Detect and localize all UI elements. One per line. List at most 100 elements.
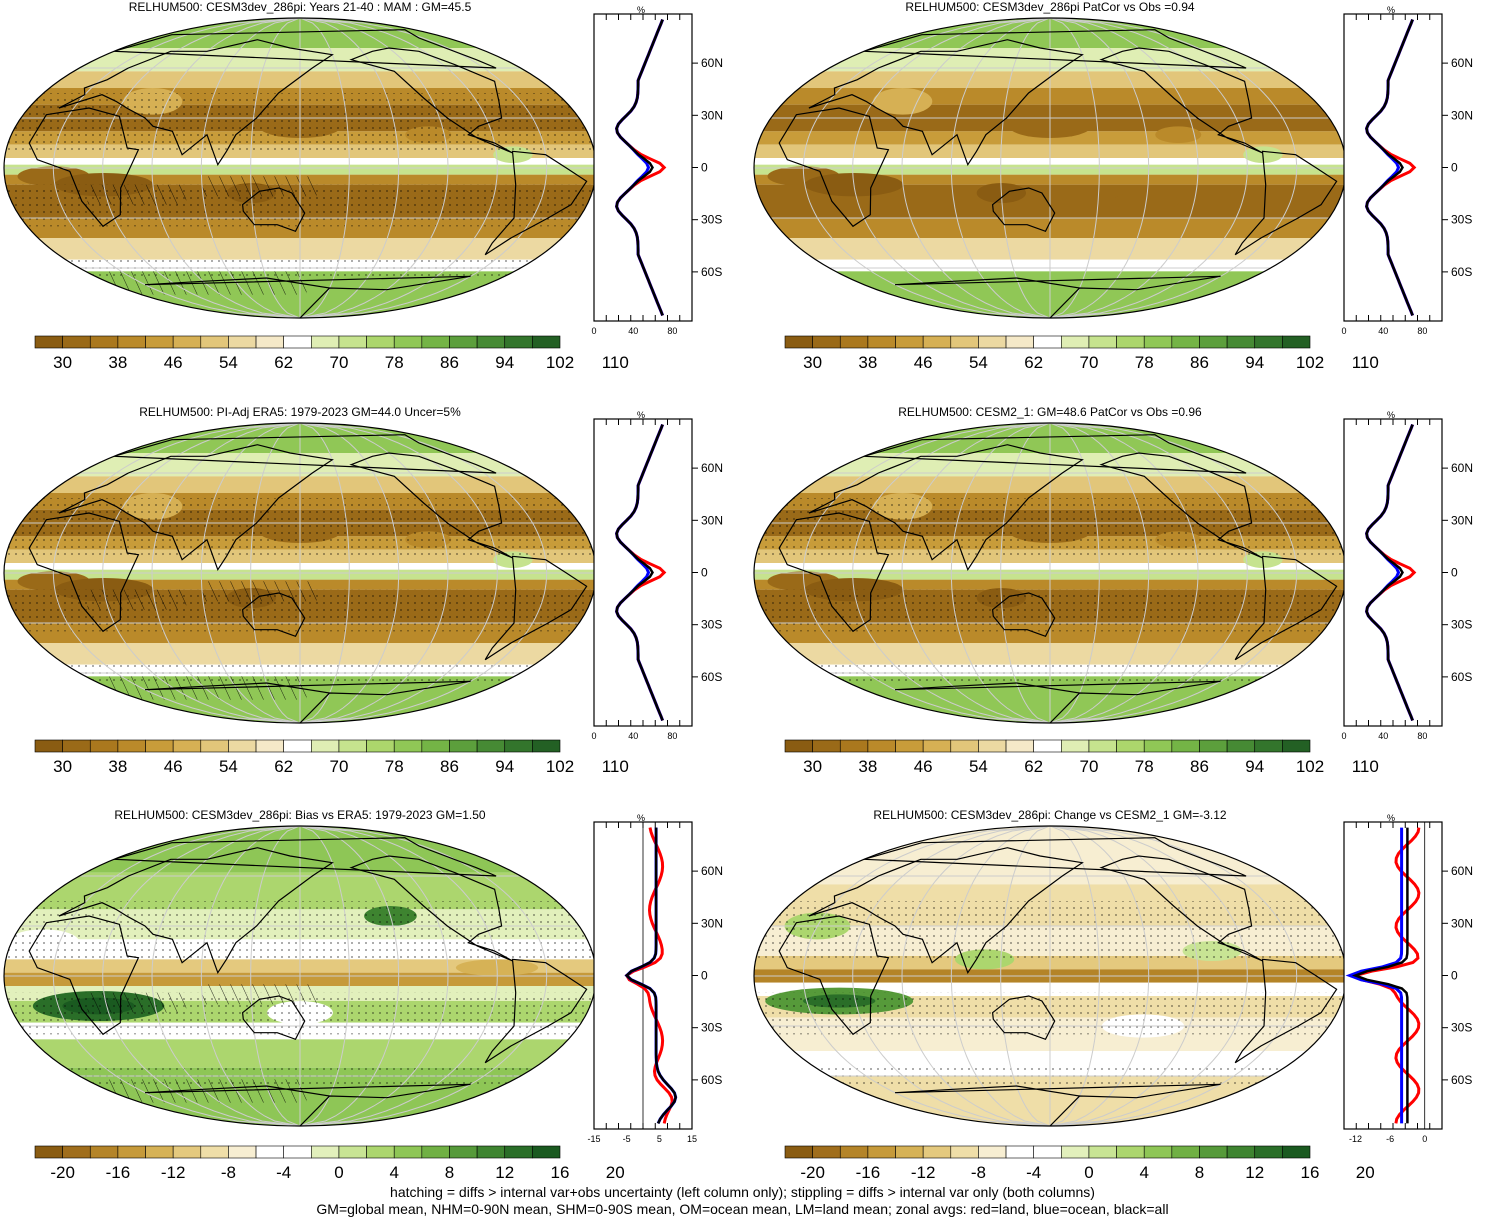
graticule-longitude (901, 826, 1051, 1126)
coastline (58, 847, 334, 975)
colorbar-label: 30 (53, 353, 72, 372)
colorbar-box (784, 335, 813, 349)
colorbar-box (283, 335, 312, 349)
graticule-longitude (1049, 18, 1100, 318)
zonal-plot-2: % 60N 30N 0 30S 60S 0 40 80 (1341, 5, 1473, 336)
colorbar-box (895, 739, 924, 753)
graticule-longitude (852, 423, 1051, 723)
colorbar-box (62, 739, 91, 753)
panel-title: RELHUM500: PI-Adj ERA5: 1979-2023 GM=44.… (139, 405, 461, 419)
colorbar-label: -12 (911, 1163, 936, 1182)
colorbar-label: 94 (495, 757, 514, 776)
colorbar-box (867, 1145, 896, 1159)
coastline (991, 187, 1056, 233)
zonal-lat-label: 30S (1451, 213, 1472, 227)
zonal-lat-label: 30S (1451, 618, 1472, 632)
graticule-longitude (1049, 423, 1100, 723)
footer-note-2: GM=global mean, NHM=0-90N mean, SHM=0-90… (316, 1201, 1169, 1217)
coastline (349, 452, 513, 559)
hatching (87, 184, 187, 205)
zonal-lat-label: 60S (1451, 1073, 1472, 1087)
colorbar-box (784, 1145, 813, 1159)
colorbar-label: 86 (1190, 353, 1209, 372)
colorbar-label: -16 (856, 1163, 881, 1182)
graticule-longitude (299, 18, 400, 318)
colorbar-label: 38 (858, 757, 877, 776)
colorbar-box (978, 335, 1007, 349)
graticule-longitude (1049, 826, 1248, 1126)
colorbar-label: 70 (1079, 757, 1098, 776)
map-2 (753, 17, 1347, 319)
graticule-longitude (1049, 423, 1150, 723)
colorbar-6: -20 -16 -12 -8 -4 0 4 8 12 16 20 (784, 1145, 1375, 1182)
colorbar-label: 12 (1245, 1163, 1264, 1182)
graticule-longitude (52, 423, 301, 723)
graticule-longitude (200, 18, 301, 318)
colorbar-label: 94 (1245, 757, 1264, 776)
hatching (201, 581, 317, 602)
zonal-lat-label: 60N (1451, 864, 1473, 878)
colorbar-1: 30 38 46 54 62 70 78 86 94 102 110 (34, 335, 629, 372)
colorbar-label: 54 (219, 353, 238, 372)
colorbar-label: 78 (1135, 757, 1154, 776)
colorbar-box (338, 1145, 367, 1159)
graticule-longitude (299, 423, 350, 723)
zonal-x-label: -15 (587, 1134, 600, 1144)
colorbar-box (839, 739, 869, 753)
colorbar-box (1226, 335, 1256, 349)
colorbar-label: 20 (606, 1163, 625, 1182)
graticule-longitude (52, 826, 301, 1126)
colorbar-box (978, 1145, 1007, 1159)
graticule-longitude (299, 826, 449, 1126)
graticule-longitude (802, 826, 1051, 1126)
coastline (991, 995, 1056, 1041)
zonal-x-label: 0 (1341, 731, 1346, 741)
colorbar-box (1282, 335, 1311, 349)
zonal-lat-label: 30N (701, 513, 723, 527)
zonal-line-all (1351, 827, 1409, 1124)
zonal-lat-label: 0 (1451, 161, 1458, 175)
colorbar-box (1088, 335, 1117, 349)
colorbar-label: -20 (50, 1163, 75, 1182)
colorbar-box (34, 335, 63, 349)
colorbar-label: 54 (969, 353, 988, 372)
graticule-longitude (200, 826, 301, 1126)
graticule-longitude (299, 826, 498, 1126)
colorbar-box (950, 335, 979, 349)
colorbar-label: 86 (1190, 757, 1209, 776)
colorbar-box (228, 739, 257, 753)
colorbar-label: 38 (108, 757, 127, 776)
coastline (58, 39, 334, 167)
colorbar-label: 54 (219, 757, 238, 776)
colorbar-label: 78 (385, 757, 404, 776)
panel-title: RELHUM500: CESM3dev_286pi: Change vs CES… (873, 808, 1227, 822)
graticule-longitude (1049, 18, 1199, 318)
zonal-lat-label: 30N (1451, 513, 1473, 527)
colorbar-box (1199, 335, 1228, 349)
footer-note-1: hatching = diffs > internal var+obs unce… (390, 1184, 1095, 1200)
zonal-lat-label: 30S (1451, 1021, 1472, 1035)
zonal-lat-label: 30N (701, 916, 723, 930)
zonal-lat-label: 0 (701, 566, 708, 580)
zonal-lat-label: 30S (701, 618, 722, 632)
colorbar-box (366, 1145, 395, 1159)
colorbar-label: 0 (334, 1163, 343, 1182)
colorbar-box (950, 1145, 979, 1159)
colorbar-box (504, 739, 533, 753)
colorbar-label: 46 (914, 353, 933, 372)
coastline (144, 1083, 471, 1126)
colorbar-box (1282, 739, 1311, 753)
colorbar-label: -8 (221, 1163, 236, 1182)
colorbar-box (421, 1145, 450, 1159)
zonal-x-label: -5 (623, 1134, 631, 1144)
colorbar-label: 102 (1296, 353, 1324, 372)
map-field-feature (873, 88, 933, 115)
map-1 (3, 17, 597, 319)
colorbar-label: 46 (164, 757, 183, 776)
colorbar-box (504, 335, 533, 349)
colorbar-box (200, 1145, 229, 1159)
panel-title: RELHUM500: CESM3dev_286pi: Years 21-40 :… (128, 0, 472, 14)
colorbar-box (228, 335, 257, 349)
colorbar-box (89, 1145, 119, 1159)
zonal-lat-label: 0 (701, 161, 708, 175)
